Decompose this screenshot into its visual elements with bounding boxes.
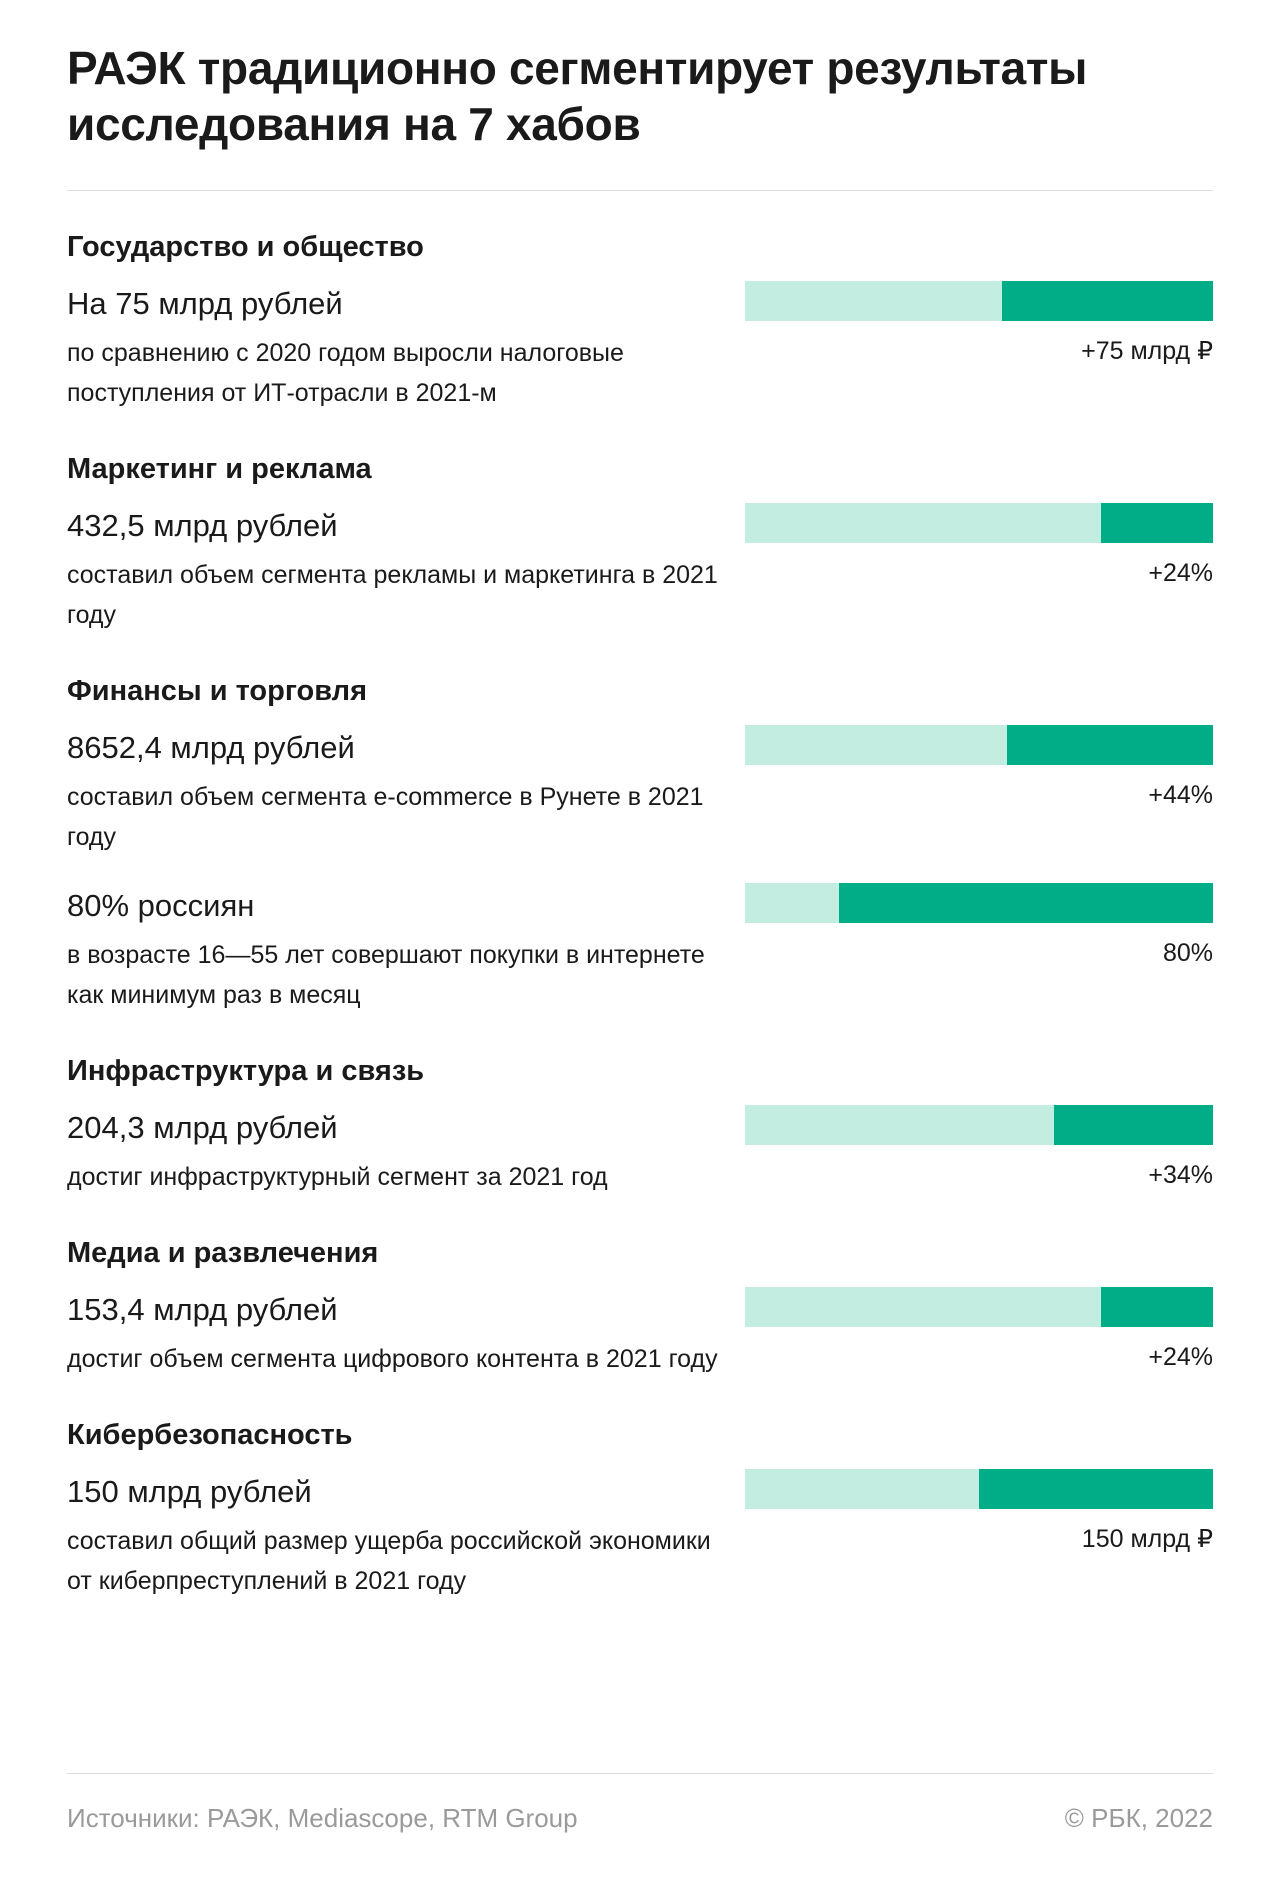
footer-sources: Источники: РАЭК, Mediascope, RTM Group — [67, 1803, 578, 1833]
hub-section: Инфраструктура и связь 204,3 млрд рублей д… — [67, 1015, 1213, 1197]
bar-label: +34% — [1148, 1161, 1213, 1189]
stat-chart: +24% — [745, 503, 1213, 593]
stat-chart: +34% — [745, 1105, 1213, 1195]
section-title: Медиа и развлечения — [67, 1237, 379, 1269]
section-title: Финансы и торговля — [67, 675, 368, 707]
stat-text: 150 млрд рублей составил общий размер уще… — [67, 1469, 727, 1601]
hub-section: Маркетинг и реклама 432,5 млрд рублей сост… — [67, 413, 1213, 635]
bar-label: 80% — [1162, 939, 1213, 967]
top-divider — [67, 190, 1213, 191]
bottom-divider — [67, 1773, 1213, 1774]
stat-text: 153,4 млрд рублей достиг объем сегмента ц… — [67, 1287, 727, 1379]
stat-description: составил объем сегмента e-commerce в Рун… — [67, 783, 704, 851]
bar-track — [745, 503, 1213, 543]
bar-fill — [979, 1469, 1213, 1509]
bar-track — [745, 1105, 1213, 1145]
stat-text: 204,3 млрд рублей достиг инфраструктурный… — [67, 1105, 727, 1197]
stat-text: 8652,4 млрд рублей составил объем сегмент… — [67, 725, 727, 857]
hub-section: Медиа и развлечения 153,4 млрд рублей дост… — [67, 1197, 1213, 1379]
bar-label: +44% — [1148, 781, 1213, 809]
stat-value: 204,3 млрд рублей — [67, 1110, 338, 1145]
stat-item: 150 млрд рублей составил общий размер уще… — [67, 1469, 1213, 1601]
bar-label: 150 млрд ₽ — [1081, 1525, 1213, 1553]
stat-description: достиг инфраструктурный сегмент за 2021 … — [67, 1163, 608, 1191]
stat-text: 432,5 млрд рублей составил объем сегмента… — [67, 503, 727, 635]
stat-item: 432,5 млрд рублей составил объем сегмента… — [67, 503, 1213, 635]
hub-section: Финансы и торговля 8652,4 млрд рублей сост… — [67, 635, 1213, 1015]
bar-label: +24% — [1148, 559, 1213, 587]
stat-item: 153,4 млрд рублей достиг объем сегмента ц… — [67, 1287, 1213, 1379]
stat-description: составил общий размер ущерба российской … — [67, 1527, 711, 1595]
bar-fill — [1002, 281, 1213, 321]
hub-sections: Государство и общество На 75 млрд рублей п… — [67, 191, 1213, 1601]
page-title: РАЭК традиционно сегментирует результаты… — [67, 42, 1088, 150]
section-title: Инфраструктура и связь — [67, 1055, 425, 1087]
section-title: Маркетинг и реклама — [67, 453, 372, 485]
stat-item: 80% россиян в возрасте 16—55 лет совершаю… — [67, 883, 1213, 1015]
hub-section: Кибербезопасность 150 млрд рублей составил… — [67, 1379, 1213, 1601]
stat-description: составил объем сегмента рекламы и маркет… — [67, 561, 718, 629]
stat-item: 204,3 млрд рублей достиг инфраструктурный… — [67, 1105, 1213, 1197]
stat-value: 153,4 млрд рублей — [67, 1292, 338, 1327]
stat-description: в возрасте 16—55 лет совершают покупки в… — [67, 941, 705, 1009]
bar-track — [745, 1287, 1213, 1327]
hub-section: Государство и общество На 75 млрд рублей п… — [67, 191, 1213, 413]
stat-value: 80% россиян — [67, 888, 255, 923]
bar-track — [745, 725, 1213, 765]
stat-description: достиг объем сегмента цифрового контента… — [67, 1345, 718, 1373]
bar-track — [745, 1469, 1213, 1509]
footer-copyright: © РБК, 2022 — [1064, 1803, 1213, 1833]
stat-value: На 75 млрд рублей — [67, 286, 343, 321]
stat-chart: 80% — [745, 883, 1213, 973]
stat-chart: +24% — [745, 1287, 1213, 1377]
bar-fill — [1007, 725, 1213, 765]
bar-fill — [1100, 1287, 1213, 1327]
stat-chart: 150 млрд ₽ — [745, 1469, 1213, 1559]
stat-text: На 75 млрд рублей по сравнению с 2020 год… — [67, 281, 727, 413]
bar-label: +75 млрд ₽ — [1081, 337, 1213, 365]
stat-chart: +44% — [745, 725, 1213, 815]
stat-text: 80% россиян в возрасте 16—55 лет совершаю… — [67, 883, 727, 1015]
bar-fill — [1053, 1105, 1213, 1145]
stat-chart: +75 млрд ₽ — [745, 281, 1213, 371]
bar-track — [745, 281, 1213, 321]
footer: Источники: РАЭК, Mediascope, RTM Group ©… — [67, 1798, 1213, 1838]
stat-value: 8652,4 млрд рублей — [67, 730, 355, 765]
stat-value: 150 млрд рублей — [67, 1474, 312, 1509]
bar-track — [745, 883, 1213, 923]
stat-value: 432,5 млрд рублей — [67, 508, 338, 543]
stat-item: 8652,4 млрд рублей составил объем сегмент… — [67, 725, 1213, 857]
section-title: Кибербезопасность — [67, 1419, 353, 1451]
stat-item: На 75 млрд рублей по сравнению с 2020 год… — [67, 281, 1213, 413]
bar-fill — [838, 883, 1213, 923]
bar-label: +24% — [1148, 1343, 1213, 1371]
stat-description: по сравнению с 2020 годом выросли налого… — [67, 339, 624, 407]
section-title: Государство и общество — [67, 231, 424, 263]
bar-fill — [1100, 503, 1213, 543]
